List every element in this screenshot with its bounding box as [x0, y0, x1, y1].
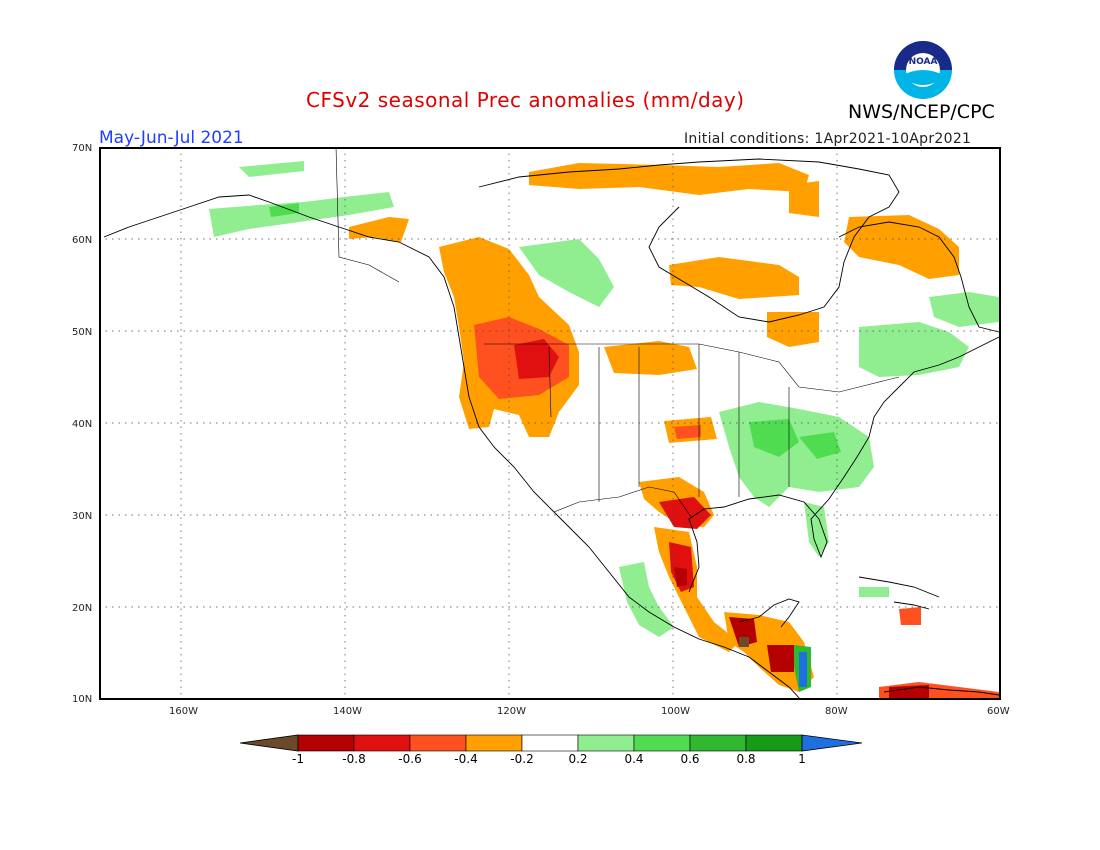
lat-label-20n: 20N	[72, 603, 93, 614]
colorbar-tick-minus-0.8: -0.8	[342, 752, 366, 766]
colorbar-tick-0.2: 0.2	[568, 752, 588, 766]
colorbar-above-max	[801, 734, 862, 752]
colorbar-tick-minus-0.2: -0.2	[510, 752, 534, 766]
coastlines	[103, 158, 1000, 700]
lat-label-30n: 30N	[72, 511, 93, 522]
colorbar-tick-1: 1	[798, 752, 806, 766]
precip-anomaly-map	[99, 147, 1001, 700]
lon-label-80w: 80W	[825, 706, 848, 717]
noaa-logo-text: NOAA	[909, 57, 938, 67]
lon-label-60w: 60W	[987, 706, 1010, 717]
graticule	[99, 147, 1001, 700]
initial-conditions: Initial conditions: 1Apr2021-10Apr2021	[684, 131, 972, 147]
map-title: CFSv2 seasonal Prec anomalies (mm/day)	[306, 88, 745, 112]
political-borders	[335, 147, 900, 518]
colorbar-tick-minus-0.4: -0.4	[454, 752, 478, 766]
colorbar-tick-0.8: 0.8	[736, 752, 756, 766]
lat-label-10n: 10N	[72, 694, 93, 705]
lat-label-40n: 40N	[72, 419, 93, 430]
colorbar	[240, 734, 862, 752]
lon-label-160w: 160W	[169, 706, 198, 717]
colorbar-tick-0.4: 0.4	[624, 752, 644, 766]
colorbar-tick-minus-0.6: -0.6	[398, 752, 422, 766]
lon-label-140w: 140W	[333, 706, 362, 717]
forecast-period: May-Jun-Jul 2021	[99, 128, 244, 148]
colorbar-below-min	[240, 734, 299, 752]
noaa-logo: NOAA	[894, 41, 952, 99]
lat-label-50n: 50N	[72, 327, 93, 338]
lon-label-100w: 100W	[661, 706, 690, 717]
colorbar-tick-minus-1: -1	[292, 752, 304, 766]
map-frame	[99, 147, 1001, 700]
lon-label-120w: 120W	[497, 706, 526, 717]
colorbar-tick-0.6: 0.6	[680, 752, 700, 766]
lat-label-60n: 60N	[72, 235, 93, 246]
agency-label: NWS/NCEP/CPC	[848, 101, 995, 123]
lat-label-70n: 70N	[72, 143, 93, 154]
